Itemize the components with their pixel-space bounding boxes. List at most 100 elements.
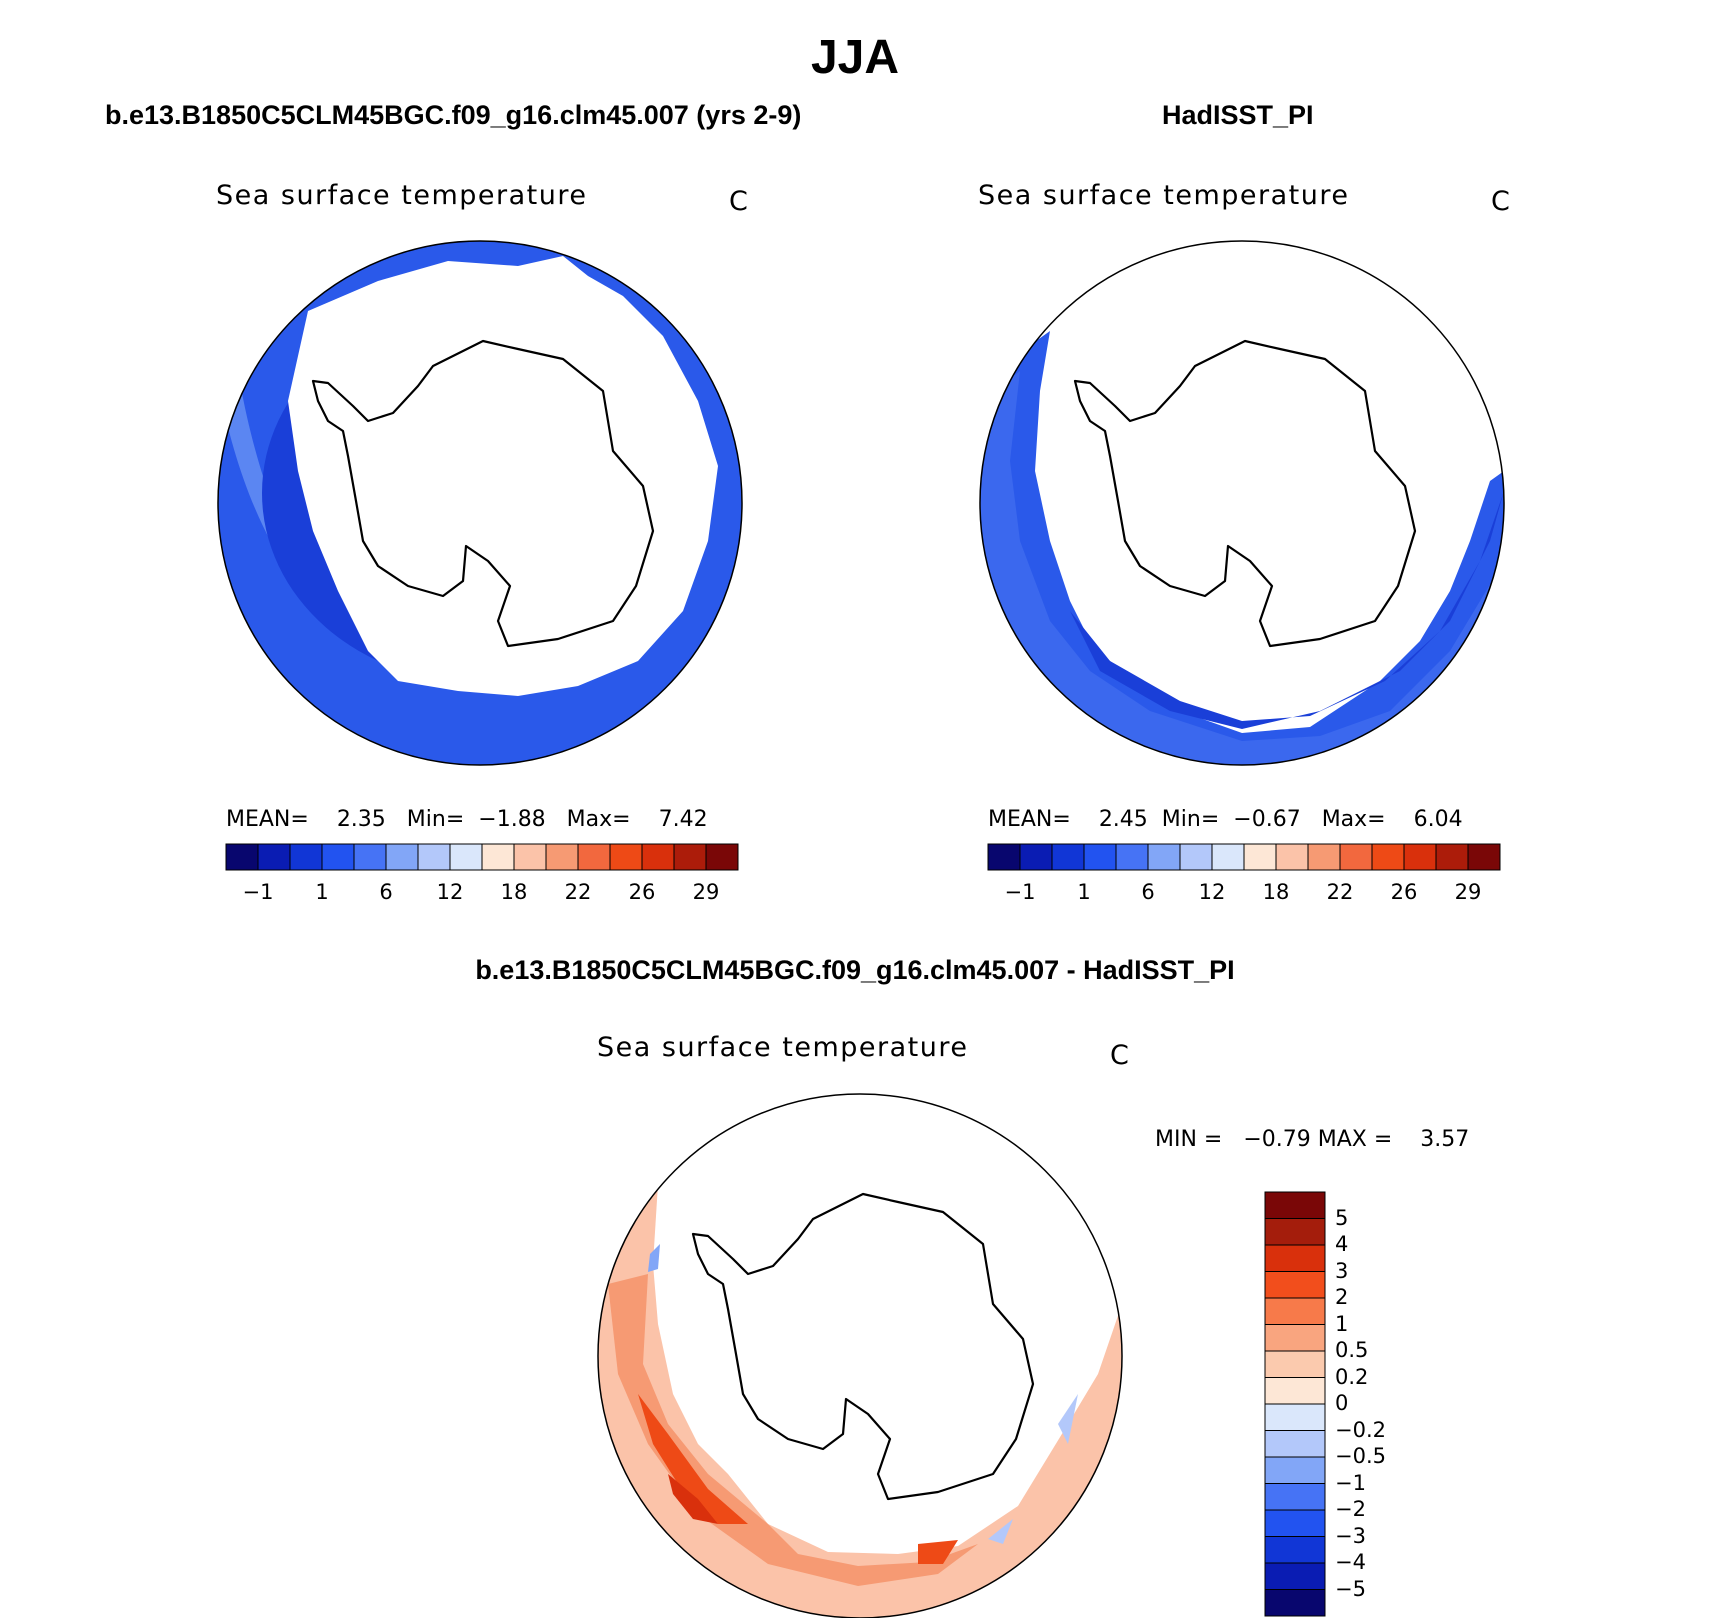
colorbar-tick-label: 6	[379, 880, 393, 904]
colorbar-swatch	[545, 843, 579, 871]
colorbar-tick-label: −5	[1335, 1576, 1366, 1601]
colorbar-swatch	[1051, 843, 1085, 871]
colorbar-swatch	[1307, 843, 1341, 871]
colorbar-swatch	[1083, 843, 1117, 871]
colorbar-tick-label: −1	[1335, 1470, 1366, 1495]
colorbar-swatch	[1179, 843, 1213, 871]
colorbar-tick-label: 1	[1335, 1311, 1349, 1336]
colorbar-swatch	[481, 843, 515, 871]
colorbar-swatch	[513, 843, 547, 871]
colorbar-tick-label: 0.5	[1335, 1338, 1369, 1362]
colorbar-swatch	[321, 843, 355, 871]
colorbar-tick-label: 22	[1326, 880, 1354, 904]
colorbar-swatch	[1264, 1244, 1326, 1272]
colorbar-swatch	[1435, 843, 1469, 871]
colorbar-tick-label: 4	[1335, 1232, 1349, 1256]
colorbar-swatch	[1275, 843, 1309, 871]
antarctica-outline	[691, 1192, 1035, 1501]
colorbar-swatch	[577, 843, 611, 871]
colorbar-swatch	[1467, 843, 1501, 871]
panel-model-title: b.e13.B1850C5CLM45BGC.f09_g16.clm45.007 …	[105, 100, 802, 130]
colorbar-swatch	[1147, 843, 1181, 871]
panel-obs-title: HadISST_PI	[1162, 100, 1314, 130]
colorbar-swatch	[1264, 1324, 1326, 1352]
antarctica-outline	[311, 339, 655, 648]
colorbar-swatch	[1339, 843, 1373, 871]
colorbar-tick-label: −0.5	[1335, 1444, 1386, 1468]
panel-diff-colorbar-ticks: 5 4 3 2 1 0.5 0.2 0 −0.2 −0.5 −1 −2 −3 −4 −5	[1335, 1192, 1415, 1616]
colorbar-tick-label: 18	[1262, 880, 1290, 904]
colorbar-tick-label: −3	[1335, 1523, 1366, 1548]
colorbar-tick-label: 12	[436, 880, 464, 904]
colorbar-tick-label: −1	[242, 880, 274, 904]
colorbar-swatch	[257, 843, 291, 871]
colorbar-swatch	[449, 843, 483, 871]
colorbar-swatch	[705, 843, 739, 871]
colorbar-swatch	[641, 843, 675, 871]
colorbar-tick-label: 29	[692, 880, 720, 904]
colorbar-tick-label: 0.2	[1335, 1364, 1369, 1389]
colorbar-swatch	[1264, 1589, 1326, 1617]
panel-model-stats: MEAN= 2.35 Min= −1.88 Max= 7.42	[226, 807, 708, 832]
colorbar-swatch	[1371, 843, 1405, 871]
colorbar-swatch	[1264, 1377, 1326, 1405]
colorbar-swatch	[1264, 1350, 1326, 1378]
panel-obs-stats: MEAN= 2.45 Min= −0.67 Max= 6.04	[988, 807, 1463, 832]
colorbar-tick-label: 2	[1335, 1285, 1349, 1309]
panel-diff-stats: MIN = −0.79 MAX = 3.57	[1155, 1127, 1470, 1152]
panel-model-variable-label: Sea surface temperature	[216, 180, 588, 211]
season-title: JJA	[810, 31, 900, 84]
colorbar-swatch	[1264, 1456, 1326, 1484]
panel-obs-colorbar-ticks: −1 1 6 12 18 22 26 29	[988, 880, 1500, 910]
panel-obs-map	[979, 240, 1505, 766]
colorbar-tick-label: 3	[1335, 1258, 1349, 1283]
colorbar-swatch	[353, 843, 387, 871]
panel-diff-units: C	[1110, 1040, 1129, 1071]
colorbar-swatch	[1264, 1483, 1326, 1511]
colorbar-swatch	[1403, 843, 1437, 871]
colorbar-tick-label: 1	[1077, 880, 1091, 904]
panel-diff-title: b.e13.B1850C5CLM45BGC.f09_g16.clm45.007 …	[475, 955, 1235, 985]
colorbar-tick-label: 5	[1335, 1205, 1349, 1230]
colorbar-swatch	[385, 843, 419, 871]
colorbar-swatch	[987, 843, 1021, 871]
colorbar-swatch	[1264, 1191, 1326, 1219]
colorbar-tick-label: 26	[1390, 880, 1418, 904]
antarctica-outline	[1073, 339, 1417, 648]
colorbar-tick-label: 1	[315, 880, 329, 904]
colorbar-swatch	[1019, 843, 1053, 871]
panel-obs-colorbar	[987, 843, 1501, 871]
panel-model-units: C	[729, 186, 748, 217]
colorbar-tick-label: 26	[628, 880, 656, 904]
colorbar-swatch	[1264, 1297, 1326, 1325]
colorbar-tick-label: 22	[564, 880, 592, 904]
colorbar-tick-label: −0.2	[1335, 1417, 1386, 1442]
panel-obs-units: C	[1491, 186, 1510, 217]
panel-obs-variable-label: Sea surface temperature	[978, 180, 1350, 211]
colorbar-swatch	[1115, 843, 1149, 871]
colorbar-swatch	[1264, 1562, 1326, 1590]
colorbar-swatch	[1264, 1509, 1326, 1537]
colorbar-swatch	[289, 843, 323, 871]
colorbar-tick-label: 6	[1141, 880, 1155, 904]
colorbar-tick-label: 12	[1198, 880, 1226, 904]
colorbar-swatch	[1264, 1403, 1326, 1431]
colorbar-swatch	[225, 843, 259, 871]
colorbar-swatch	[1264, 1430, 1326, 1458]
panel-diff-map	[597, 1093, 1123, 1618]
colorbar-tick-label: −4	[1335, 1550, 1366, 1574]
colorbar-swatch	[1264, 1536, 1326, 1564]
panel-model-colorbar-ticks: −1 1 6 12 18 22 26 29	[226, 880, 738, 910]
colorbar-swatch	[609, 843, 643, 871]
colorbar-tick-label: 0	[1335, 1391, 1349, 1415]
panel-diff-variable-label: Sea surface temperature	[597, 1032, 969, 1063]
panel-diff-colorbar	[1264, 1191, 1326, 1617]
colorbar-swatch	[1243, 843, 1277, 871]
colorbar-swatch	[1264, 1218, 1326, 1246]
colorbar-swatch	[1211, 843, 1245, 871]
colorbar-swatch	[417, 843, 451, 871]
colorbar-tick-label: −1	[1004, 880, 1036, 904]
panel-model-map	[217, 240, 743, 766]
colorbar-tick-label: 18	[500, 880, 528, 904]
colorbar-tick-label: 29	[1454, 880, 1482, 904]
